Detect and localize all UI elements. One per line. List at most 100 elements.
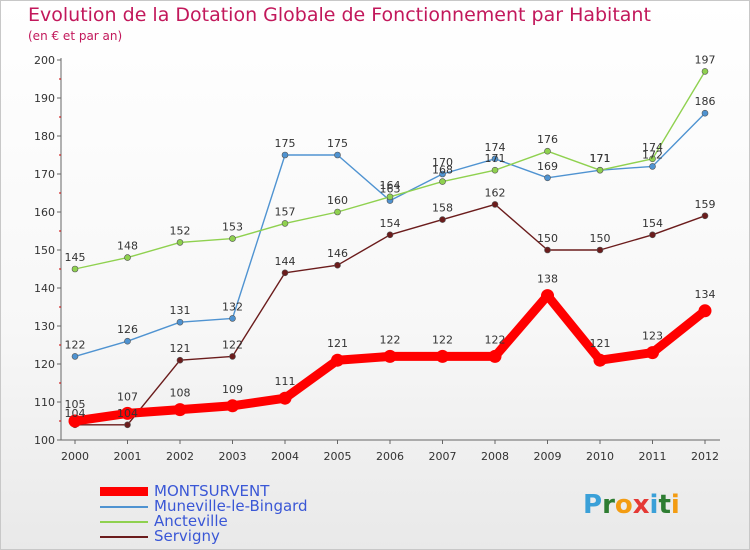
data-label: 122 xyxy=(485,333,506,346)
logo-letter: x xyxy=(632,490,650,520)
data-point xyxy=(491,201,499,208)
x-tick-label: 2007 xyxy=(429,450,457,463)
data-point xyxy=(544,174,551,182)
data-point xyxy=(646,346,659,360)
series-line xyxy=(74,70,706,270)
x-tick-label: 2012 xyxy=(691,450,719,463)
data-label: 121 xyxy=(590,337,611,350)
x-tick-label: 2009 xyxy=(534,450,562,463)
data-label: 134 xyxy=(695,288,716,301)
data-label: 123 xyxy=(642,330,663,343)
data-point xyxy=(386,193,394,201)
data-point xyxy=(593,353,607,367)
x-tick-label: 2005 xyxy=(324,450,352,463)
data-point xyxy=(173,403,187,417)
data-point xyxy=(226,399,239,413)
data-label: 104 xyxy=(65,407,86,420)
data-point xyxy=(386,231,394,239)
data-label: 174 xyxy=(485,141,506,154)
logo-letter: t xyxy=(658,490,671,520)
data-point xyxy=(121,406,134,420)
legend-item: Muneville-le-Bingard xyxy=(100,499,308,514)
data-point xyxy=(701,68,709,75)
data-label: 111 xyxy=(275,375,296,388)
data-label: 146 xyxy=(327,247,348,260)
data-point xyxy=(281,269,289,277)
data-point xyxy=(334,151,341,159)
data-label: 122 xyxy=(380,333,401,346)
data-point xyxy=(488,349,502,363)
data-label: 175 xyxy=(327,137,348,150)
data-label: 176 xyxy=(537,133,558,146)
data-label: 153 xyxy=(222,221,243,234)
data-point xyxy=(334,261,341,269)
data-label: 171 xyxy=(590,152,611,165)
data-label: 145 xyxy=(65,251,86,264)
data-point xyxy=(701,212,709,220)
data-label: 121 xyxy=(327,337,348,350)
x-tick-label: 2004 xyxy=(271,450,299,463)
data-point xyxy=(229,353,236,360)
x-tick-label: 2008 xyxy=(481,450,509,463)
legend-label: Servigny xyxy=(154,527,220,545)
data-label: 150 xyxy=(590,232,611,245)
legend: MONTSURVENT Muneville-le-Bingard Anctevill… xyxy=(100,484,308,544)
data-point xyxy=(649,231,656,239)
data-label: 144 xyxy=(275,255,296,268)
data-label: 150 xyxy=(537,232,558,245)
data-label: 159 xyxy=(695,198,716,211)
data-label: 132 xyxy=(222,300,243,313)
x-tick-label: 2003 xyxy=(219,450,247,463)
data-label: 175 xyxy=(275,137,296,150)
data-label: 171 xyxy=(485,152,506,165)
logo-letter: i xyxy=(649,490,659,520)
data-point xyxy=(649,163,656,170)
legend-swatch xyxy=(100,520,148,523)
data-label: 105 xyxy=(65,398,86,411)
data-point xyxy=(436,349,449,363)
data-point xyxy=(698,304,712,318)
legend-swatch xyxy=(100,487,148,496)
legend-label: MONTSURVENT xyxy=(154,482,270,500)
data-label: 169 xyxy=(537,160,558,173)
data-point xyxy=(71,265,79,273)
logo-letter: o xyxy=(614,490,633,520)
data-point xyxy=(124,337,131,345)
data-point xyxy=(281,220,289,227)
data-point xyxy=(68,414,82,428)
data-point xyxy=(124,421,131,429)
data-point xyxy=(176,239,184,246)
data-point xyxy=(229,315,236,322)
legend-item: Servigny xyxy=(100,529,308,544)
data-label: 197 xyxy=(695,53,716,66)
data-label: 131 xyxy=(170,304,191,317)
data-label: 164 xyxy=(380,179,401,192)
data-point xyxy=(334,208,341,216)
data-label: 122 xyxy=(432,333,453,346)
data-label: 152 xyxy=(170,224,191,237)
x-tick-label: 2006 xyxy=(376,450,404,463)
data-label: 172 xyxy=(642,148,663,161)
data-point xyxy=(491,166,499,174)
data-label: 104 xyxy=(117,407,138,420)
data-point xyxy=(541,289,554,303)
data-label: 186 xyxy=(695,95,716,108)
proxiti-logo: Proxiti xyxy=(583,490,680,520)
data-point xyxy=(124,254,131,261)
data-point xyxy=(278,391,292,405)
data-point xyxy=(596,246,604,254)
y-tick-label: 170 xyxy=(34,168,55,181)
data-label: 122 xyxy=(65,338,86,351)
data-label: 157 xyxy=(275,205,296,218)
x-tick-label: 2010 xyxy=(586,450,614,463)
legend-label: Ancteville xyxy=(154,512,228,530)
x-tick-label: 2001 xyxy=(114,450,142,463)
data-point xyxy=(544,147,551,155)
data-point xyxy=(491,155,499,163)
data-label: 171 xyxy=(590,152,611,165)
legend-swatch xyxy=(100,535,148,538)
data-label: 163 xyxy=(380,183,401,196)
data-label: 122 xyxy=(222,338,243,351)
legend-item: MONTSURVENT xyxy=(100,484,308,499)
